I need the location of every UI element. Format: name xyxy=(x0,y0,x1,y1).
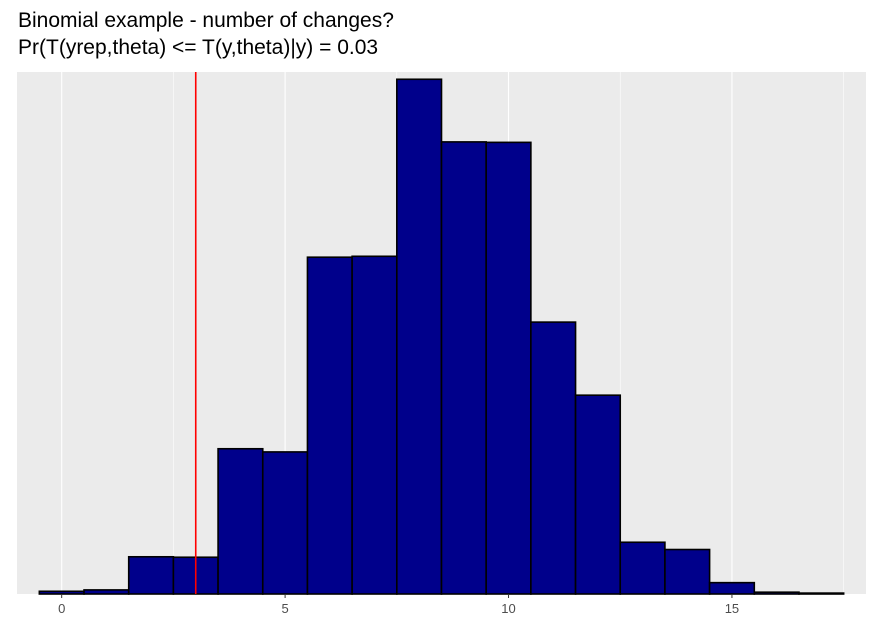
histogram-bar xyxy=(306,256,353,595)
histogram-bar xyxy=(619,541,666,595)
bars xyxy=(38,78,845,595)
histogram-bar xyxy=(38,590,85,595)
x-axis: 0 5 10 15 xyxy=(58,594,739,616)
histogram-bar xyxy=(396,78,443,595)
chart-title: Binomial example - number of changes? xyxy=(18,9,394,32)
histogram-bar xyxy=(217,447,264,595)
histogram-bar xyxy=(261,451,309,595)
chart-subtitle: Pr(T(yrep,theta) <= T(y,theta)|y) = 0.03 xyxy=(18,36,379,59)
histogram-bar xyxy=(127,555,175,595)
histogram-bar xyxy=(753,591,800,595)
x-tick-label: 5 xyxy=(281,601,288,616)
histogram-bar xyxy=(574,394,622,595)
histogram-bar xyxy=(798,592,845,595)
histogram-bar xyxy=(351,255,398,595)
histogram-bar xyxy=(664,548,711,595)
x-tick-label: 0 xyxy=(58,601,65,616)
histogram-bar xyxy=(485,141,532,595)
histogram-bar xyxy=(440,141,487,595)
histogram-bar xyxy=(83,589,130,595)
histogram-bar xyxy=(708,581,756,595)
x-tick-label: 10 xyxy=(501,601,515,616)
histogram-bar xyxy=(530,321,577,595)
x-tick-label: 15 xyxy=(725,601,739,616)
